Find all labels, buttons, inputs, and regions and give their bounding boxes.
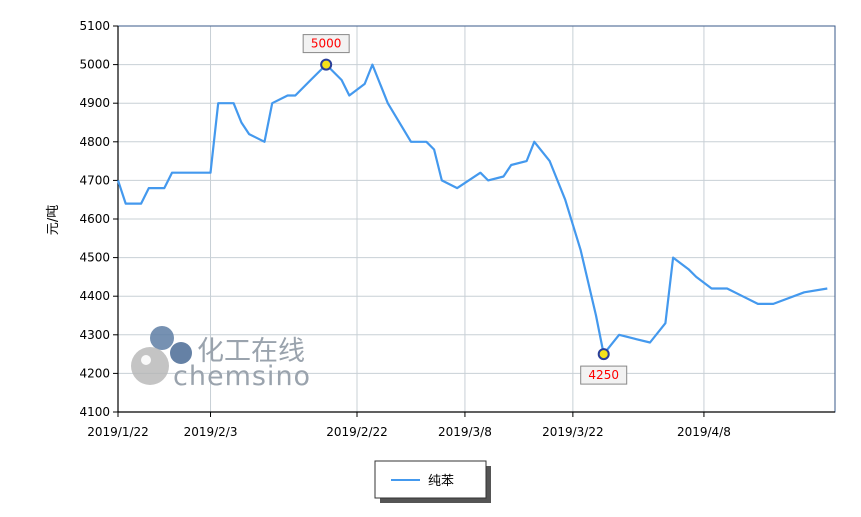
y-tick-label: 4100: [79, 405, 110, 419]
annotations: 5000 4250: [302, 34, 628, 385]
series-line-benzene: [116, 63, 828, 356]
x-tick-label: 2019/2/3: [184, 425, 238, 439]
watermark-cn: 化工在线: [197, 336, 305, 367]
min-callout-label: 4250: [588, 368, 619, 382]
watermark: 化工在线 chemsino: [131, 326, 311, 392]
x-tick-label: 2019/2/22: [326, 425, 388, 439]
y-tick-label: 4400: [79, 289, 110, 303]
min-callout-box: [580, 365, 628, 385]
y-tick-label: 4800: [79, 135, 110, 149]
y-tick-label: 4600: [79, 212, 110, 226]
chemsino-logo-icon: [131, 326, 192, 385]
axes: 4100 4200 4300 4400 4500 4600 4700 4800 4900 5000…: [79, 19, 835, 439]
x-tick-label: 2019/3/22: [542, 425, 604, 439]
max-point-marker: [320, 58, 333, 71]
max-callout-box: [302, 34, 350, 54]
max-callout-label: 5000: [311, 37, 342, 51]
y-tick-label: 5000: [79, 58, 110, 72]
legend: 纯苯: [374, 460, 491, 503]
x-tick-label: 2019/3/8: [438, 425, 492, 439]
series-layer: [116, 63, 828, 356]
legend-label: 纯苯: [428, 474, 454, 489]
x-tick-label: 2019/4/8: [677, 425, 731, 439]
y-tick-label: 4200: [79, 366, 110, 380]
y-tick-label: 4900: [79, 96, 110, 110]
y-tick-label: 4300: [79, 328, 110, 342]
y-tick-label: 4700: [79, 173, 110, 187]
y-tick-label: 5100: [79, 19, 110, 33]
x-tick-label: 2019/1/22: [87, 425, 149, 439]
y-tick-label: 4500: [79, 251, 110, 265]
min-point-marker: [597, 348, 610, 361]
y-axis-title: 元/吨: [46, 205, 61, 235]
watermark-en: chemsino: [173, 361, 311, 392]
